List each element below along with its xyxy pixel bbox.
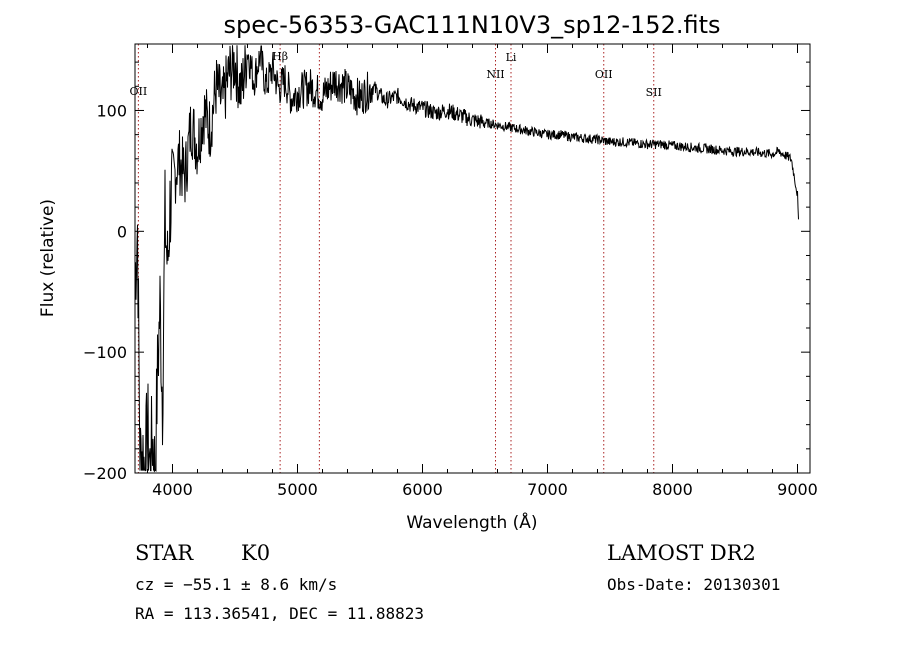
x-tick-label: 7000 (527, 480, 568, 499)
x-tick-label: 4000 (152, 480, 193, 499)
survey-name: LAMOST DR2 (607, 541, 756, 565)
line-marker-label: NII (486, 68, 504, 81)
redshift-velocity: cz = −55.1 ± 8.6 km/s (135, 575, 337, 594)
line-marker-label: Hβ (272, 50, 288, 63)
line-marker-label: OII (595, 68, 613, 81)
object-class: STAR (135, 541, 194, 565)
line-marker-label: Li (506, 51, 517, 64)
x-tick-label: 5000 (277, 480, 318, 499)
x-axis-label: Wavelength (Å) (406, 511, 537, 533)
axes: 4000 5000 6000 7000 8000 9000 −200 −100 0 100 (83, 44, 818, 499)
spectrum-line (135, 45, 799, 473)
chart-title: spec-56353-GAC111N10V3_sp12-152.fits (224, 11, 721, 39)
y-tick-label: −100 (83, 343, 127, 362)
y-tick-label: −200 (83, 464, 127, 483)
y-tick-label: 100 (96, 101, 127, 120)
line-marker-label: SII (646, 86, 662, 99)
x-tick-label: 9000 (777, 480, 818, 499)
observation-date: Obs-Date: 20130301 (607, 575, 780, 594)
y-axis-label: Flux (relative) (38, 199, 58, 317)
object-subclass: K0 (241, 541, 270, 565)
ra-dec-coordinates: RA = 113.36541, DEC = 11.88823 (135, 604, 424, 623)
y-tick-label: 0 (117, 222, 127, 241)
x-tick-label: 8000 (652, 480, 693, 499)
plot-frame (134, 43, 811, 474)
line-marker-label: OII (130, 85, 148, 98)
spectrum-series (135, 45, 799, 473)
x-tick-label: 6000 (402, 480, 443, 499)
